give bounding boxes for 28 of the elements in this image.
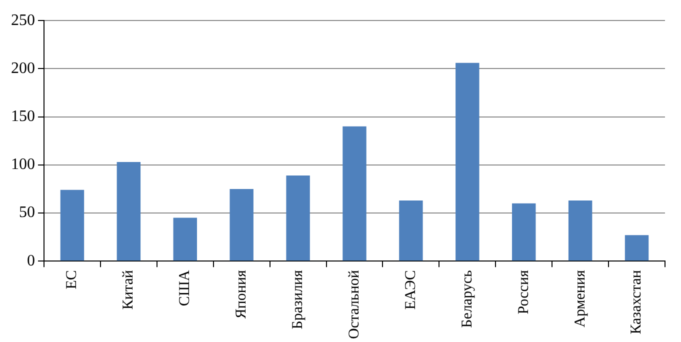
bar: [624, 235, 649, 261]
x-tick-label: Китай: [120, 270, 137, 310]
bar: [286, 175, 310, 261]
y-tick-label: 250: [11, 12, 35, 29]
bar: [116, 162, 141, 261]
bar: [173, 218, 197, 261]
y-tick-label: 200: [11, 60, 35, 77]
x-tick-label: Остальной: [346, 270, 362, 340]
bar: [512, 203, 536, 261]
bar: [230, 188, 254, 261]
bar: [399, 200, 423, 261]
x-tick-label: Казахстан: [628, 270, 645, 334]
bar: [456, 62, 480, 261]
y-tick-label: 50: [19, 204, 35, 222]
x-tick-label: США: [177, 270, 194, 306]
bar: [568, 200, 592, 261]
x-tick-label: ЕС: [64, 270, 80, 290]
x-tick-label: Беларусь: [459, 270, 476, 328]
x-tick-label: ЕАЭС: [402, 270, 419, 310]
x-tick-label: Россия: [516, 270, 532, 314]
bar: [342, 126, 366, 261]
y-tick-label: 100: [11, 156, 35, 174]
x-tick-label: Армения: [572, 270, 588, 328]
x-tick-label: Япония: [234, 270, 250, 319]
y-tick-label: 150: [11, 108, 35, 126]
y-tick-label: 0: [27, 252, 35, 270]
bar: [60, 190, 84, 261]
x-tick-label: Бразилия: [290, 270, 306, 330]
